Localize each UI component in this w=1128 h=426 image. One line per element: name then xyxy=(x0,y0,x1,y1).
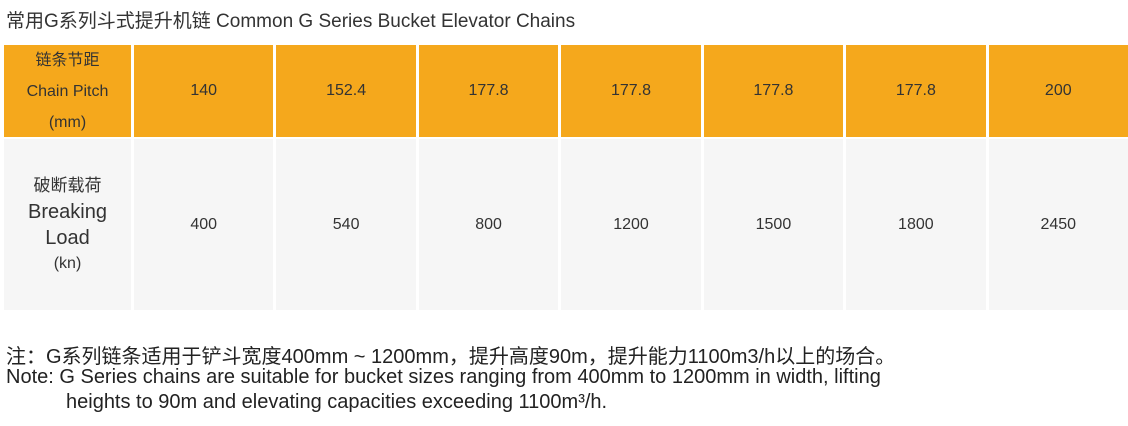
cell: 2450 xyxy=(988,139,1128,310)
label-line: Breaking xyxy=(28,200,107,223)
table: 链条节距 Chain Pitch (mm) 140 152.4 177.8 17… xyxy=(4,45,1128,310)
label-line: 链条节距 xyxy=(35,51,100,69)
cell: 200 xyxy=(988,45,1128,137)
label-line: 破断载荷 xyxy=(33,175,102,195)
label-line: Chain Pitch xyxy=(26,82,109,100)
label-line: (mm) xyxy=(48,113,87,131)
cell: 177.8 xyxy=(703,45,844,137)
cell: 1200 xyxy=(561,139,701,310)
cell: 177.8 xyxy=(418,45,559,137)
cell: 177.8 xyxy=(561,45,701,137)
label-line: Load xyxy=(45,226,90,249)
cell: 1500 xyxy=(703,139,844,310)
cell: 800 xyxy=(418,139,559,310)
cell: 152.4 xyxy=(276,45,416,137)
title: 常用G系列斗式提升机链 Common G Series Bucket Eleva… xyxy=(6,11,576,32)
cell: 140 xyxy=(134,45,274,137)
note: heights to 90m and elevating capacities … xyxy=(66,391,608,413)
note: Note: G Series chains are suitable for b… xyxy=(6,366,881,388)
label-line: (kn) xyxy=(53,254,82,272)
row-header: 破断载荷 Breaking Load (kn) xyxy=(4,139,131,310)
cell: 540 xyxy=(276,139,416,310)
cell: 1800 xyxy=(846,139,986,310)
row-header: 链条节距 Chain Pitch (mm) xyxy=(4,45,131,137)
cell: 177.8 xyxy=(846,45,986,137)
note: 注：G系列链条适用于铲斗宽度400mm ~ 1200mm，提升高度90m，提升能… xyxy=(6,346,896,368)
cell: 400 xyxy=(134,139,274,310)
